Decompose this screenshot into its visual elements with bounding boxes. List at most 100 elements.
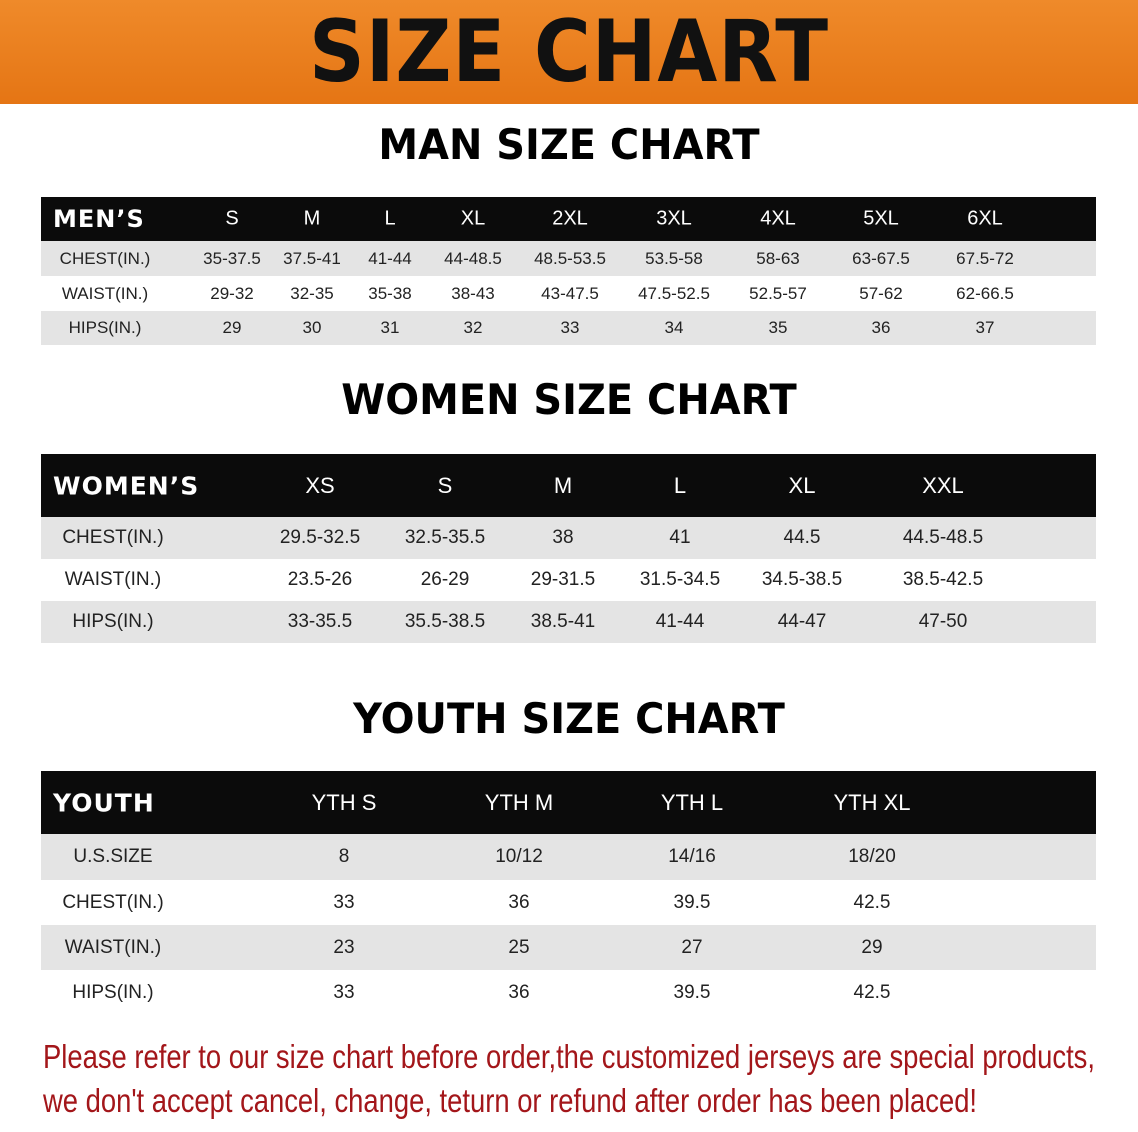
measurement-value: 33 (333, 891, 355, 913)
measurement-value: 44-48.5 (444, 248, 502, 268)
measurement-value: 8 (338, 846, 350, 867)
measurement-value: 62-66.5 (956, 283, 1014, 303)
size-header-cell: M (553, 472, 573, 498)
notice-line-2: we don't accept cancel, change, teturn o… (43, 1082, 978, 1119)
size-header-cell: YTH S (311, 789, 377, 815)
measurement-value: 35.5-38.5 (404, 611, 486, 632)
measurement-value: 41-44 (368, 248, 412, 268)
size-header-cell: M (303, 207, 321, 230)
measurement-value: 29-31.5 (530, 569, 596, 590)
measurement-label: HIPS(IN.) (68, 318, 142, 337)
measurement-value: 38.5-41 (530, 611, 596, 632)
table-row: HIPS(IN.) 29 30 31 32 33 34 35 36 37 (41, 311, 1096, 345)
size-header-cell: 6XL (967, 207, 1003, 230)
measurement-value: 29.5-32.5 (279, 527, 361, 548)
measurement-value: 18/20 (848, 846, 896, 867)
measurement-label: WAIST(IN.) (64, 936, 162, 958)
size-header-cell: YTH XL (833, 789, 911, 815)
size-header-cell: XXL (922, 472, 964, 498)
measurement-label: HIPS(IN.) (72, 611, 154, 632)
youth-header-row: YOUTH YTH S YTH M YTH L YTH XL (41, 771, 1096, 834)
table-title-cell: YOUTH (53, 788, 155, 817)
page-title: SIZE CHART (309, 2, 829, 102)
size-header-cell: L (384, 207, 396, 230)
measurement-label: CHEST(IN.) (59, 248, 151, 268)
women-header-row: WOMEN’S XS S M L XL XXL (41, 454, 1096, 517)
measurement-label: U.S.SIZE (73, 846, 153, 867)
table-row: CHEST(IN.) 33 36 39.5 42.5 (41, 880, 1096, 925)
measurement-value: 33-35.5 (287, 611, 353, 632)
measurement-value: 23 (333, 936, 355, 958)
size-header-cell: YTH M (484, 789, 554, 815)
measurement-value: 32.5-35.5 (404, 527, 486, 548)
women-heading: WOMEN SIZE CHART (341, 375, 797, 424)
measurement-value: 14/16 (668, 846, 716, 867)
size-header-cell: XL (788, 472, 816, 498)
size-header-cell: 5XL (863, 207, 899, 230)
table-row: CHEST(IN.) 29.5-32.5 32.5-35.5 38 41 44.5 44.5… (41, 517, 1096, 559)
men-header-row: MEN’S S M L XL 2XL 3XL 4XL 5XL 6XL (41, 197, 1096, 241)
size-header-cell: S (225, 207, 239, 230)
size-header-cell: 4XL (760, 207, 796, 230)
women-size-table: WOMEN’S XS S M L XL XXL CHEST(IN.) 29.5-32.5 32.5… (41, 454, 1096, 643)
measurement-label: HIPS(IN.) (72, 981, 154, 1003)
measurement-value: 48.5-53.5 (534, 248, 606, 268)
measurement-value: 29 (222, 318, 242, 337)
measurement-value: 36 (508, 891, 530, 913)
table-row: WAIST(IN.) 23 25 27 29 (41, 925, 1096, 970)
measurement-value: 31.5-34.5 (639, 569, 721, 590)
measurement-value: 47-50 (918, 611, 968, 632)
men-heading: MAN SIZE CHART (378, 120, 760, 169)
size-header-cell: XS (305, 472, 335, 498)
measurement-value: 34.5-38.5 (761, 569, 843, 590)
size-header-cell: XL (460, 207, 486, 230)
measurement-value: 57-62 (859, 283, 903, 303)
measurement-value: 36 (871, 318, 891, 337)
measurement-value: 44.5-48.5 (902, 527, 984, 548)
measurement-value: 38.5-42.5 (902, 569, 984, 590)
men-size-table: MEN’S S M L XL 2XL 3XL 4XL 5XL 6XL CHEST(IN.) 35-37… (41, 197, 1096, 345)
measurement-value: 32-35 (290, 283, 334, 303)
measurement-value: 44-47 (777, 611, 827, 632)
measurement-value: 31 (380, 318, 400, 337)
table-title-cell: WOMEN’S (53, 471, 200, 500)
measurement-value: 39.5 (673, 981, 711, 1003)
size-header-cell: L (673, 472, 687, 498)
measurement-value: 33 (560, 318, 580, 337)
measurement-value: 38 (552, 527, 574, 548)
table-row: WAIST(IN.) 29-32 32-35 35-38 38-43 43-47.5 47.… (41, 276, 1096, 311)
measurement-value: 27 (681, 936, 703, 958)
measurement-label: WAIST(IN.) (64, 569, 162, 590)
measurement-label: CHEST(IN.) (62, 891, 164, 913)
measurement-value: 41 (669, 527, 691, 548)
measurement-value: 32 (463, 318, 483, 337)
measurement-value: 53.5-58 (645, 248, 703, 268)
measurement-value: 41-44 (655, 611, 705, 632)
measurement-value: 43-47.5 (541, 283, 599, 303)
measurement-value: 23.5-26 (287, 569, 353, 590)
measurement-label: CHEST(IN.) (62, 527, 164, 548)
size-header-cell: YTH L (660, 789, 724, 815)
measurement-value: 35 (768, 318, 788, 337)
youth-heading: YOUTH SIZE CHART (353, 694, 785, 743)
table-title-cell: MEN’S (53, 205, 145, 233)
measurement-value: 34 (664, 318, 684, 337)
table-row: HIPS(IN.) 33-35.5 35.5-38.5 38.5-41 41-44 44-… (41, 601, 1096, 643)
measurement-value: 39.5 (673, 891, 711, 913)
measurement-value: 29 (861, 936, 883, 958)
table-row: CHEST(IN.) 35-37.5 37.5-41 41-44 44-48.5 48.5… (41, 241, 1096, 276)
measurement-value: 44.5 (783, 527, 821, 548)
measurement-value: 42.5 (853, 891, 891, 913)
size-header-cell: S (437, 472, 453, 498)
notice-line-1: Please refer to our size chart before or… (43, 1038, 1095, 1075)
measurement-value: 25 (508, 936, 530, 958)
table-row: U.S.SIZE 8 10/12 14/16 18/20 (41, 834, 1096, 880)
measurement-value: 35-37.5 (203, 248, 261, 268)
measurement-value: 30 (302, 318, 322, 337)
measurement-label: WAIST(IN.) (61, 283, 149, 303)
measurement-value: 37.5-41 (283, 248, 341, 268)
youth-size-table: YOUTH YTH S YTH M YTH L YTH XL U.S.SIZE 8 10/12… (41, 771, 1096, 1015)
title-banner: SIZE CHART (0, 0, 1138, 104)
measurement-value: 26-29 (420, 569, 470, 590)
measurement-value: 38-43 (451, 283, 495, 303)
